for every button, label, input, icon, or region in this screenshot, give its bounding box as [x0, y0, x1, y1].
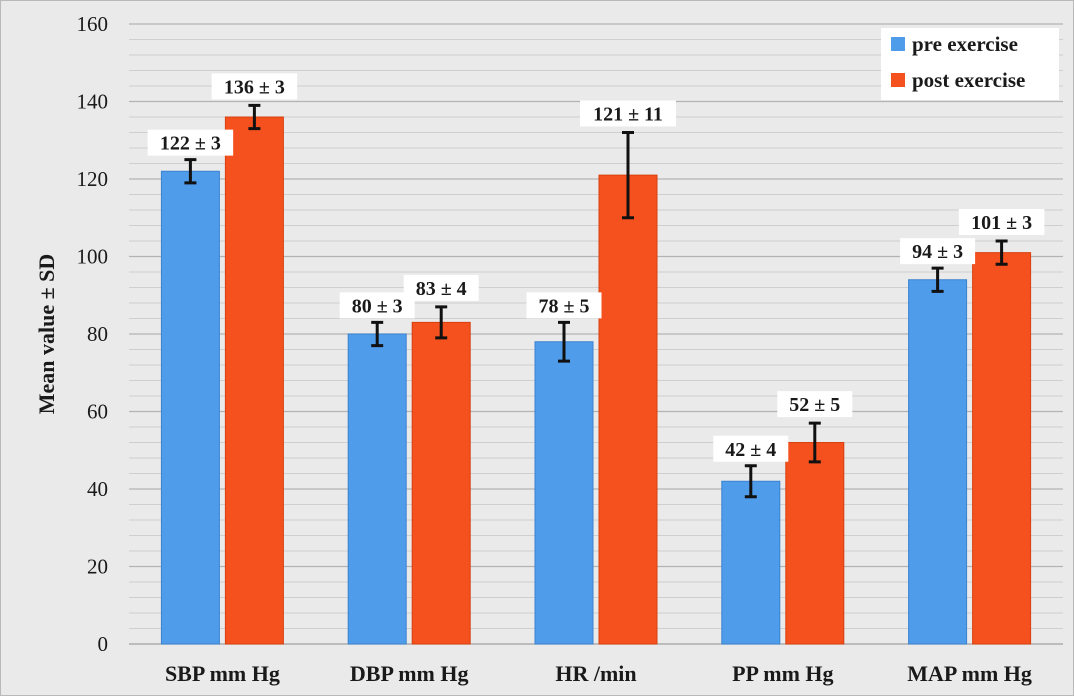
- bar-pre-1: [160, 170, 220, 645]
- data-label: 122 ± 3: [160, 133, 221, 155]
- bar-post-2: [411, 321, 471, 645]
- bar-pre-5: [908, 279, 968, 645]
- legend: pre exercise post exercise: [881, 28, 1059, 100]
- data-label-bg: [526, 292, 602, 319]
- data-label: 78 ± 5: [539, 295, 590, 317]
- data-label: 42 ± 4: [725, 439, 776, 461]
- legend-background: [881, 28, 1059, 100]
- bar-post-3: [598, 174, 658, 645]
- y-axis-title: Mean value ± SD: [34, 254, 59, 415]
- data-label-bg: [403, 274, 479, 301]
- y-tick-label: 60: [87, 400, 108, 424]
- y-tick-label: 160: [77, 12, 109, 36]
- y-tick-label: 0: [98, 632, 109, 656]
- category-label: DBP mm Hg: [350, 661, 469, 686]
- data-label: 136 ± 3: [224, 76, 285, 98]
- y-tick-label: 80: [87, 322, 108, 346]
- category-label: PP mm Hg: [732, 661, 833, 686]
- legend-label-post: post exercise: [912, 68, 1025, 92]
- category-label: SBP mm Hg: [165, 661, 280, 686]
- labels: 122 ± 3 136 ± 3 SBP mm Hg 80 ± 3 83 ± 4 DBP m…: [147, 73, 1045, 686]
- y-tick-label: 120: [77, 167, 109, 191]
- data-label-bg: [958, 209, 1045, 235]
- data-label: 83 ± 4: [416, 278, 467, 300]
- y-tick-label: 100: [77, 245, 109, 269]
- legend-swatch-post: [891, 73, 905, 87]
- y-tick-label: 140: [77, 90, 109, 114]
- data-label-bg: [339, 292, 415, 319]
- data-label-bg: [900, 238, 976, 265]
- data-label: 121 ± 11: [593, 104, 663, 126]
- data-label: 80 ± 3: [352, 295, 403, 317]
- category-label: HR /min: [555, 661, 636, 686]
- bar-post-4: [785, 442, 845, 645]
- y-tick-label: 20: [87, 555, 108, 579]
- bar-post-1: [224, 116, 284, 645]
- data-label: 101 ± 3: [971, 212, 1032, 234]
- data-label-bg: [211, 73, 298, 100]
- y-tick-label: 40: [87, 477, 108, 501]
- data-label-bg: [580, 100, 676, 127]
- data-label: 52 ± 5: [789, 394, 840, 416]
- data-label: 94 ± 3: [912, 241, 963, 263]
- category-label: MAP mm Hg: [907, 661, 1032, 686]
- bar-pre-4: [721, 480, 781, 645]
- data-label-bg: [147, 129, 234, 156]
- bar-post-5: [972, 252, 1032, 645]
- bar-pre-3: [534, 341, 594, 645]
- bars: [160, 103, 1032, 645]
- data-label-bg: [713, 435, 789, 462]
- bar-pre-2: [347, 333, 407, 645]
- legend-label-pre: pre exercise: [912, 32, 1018, 56]
- legend-swatch-pre: [891, 37, 905, 51]
- data-label-bg: [777, 391, 853, 418]
